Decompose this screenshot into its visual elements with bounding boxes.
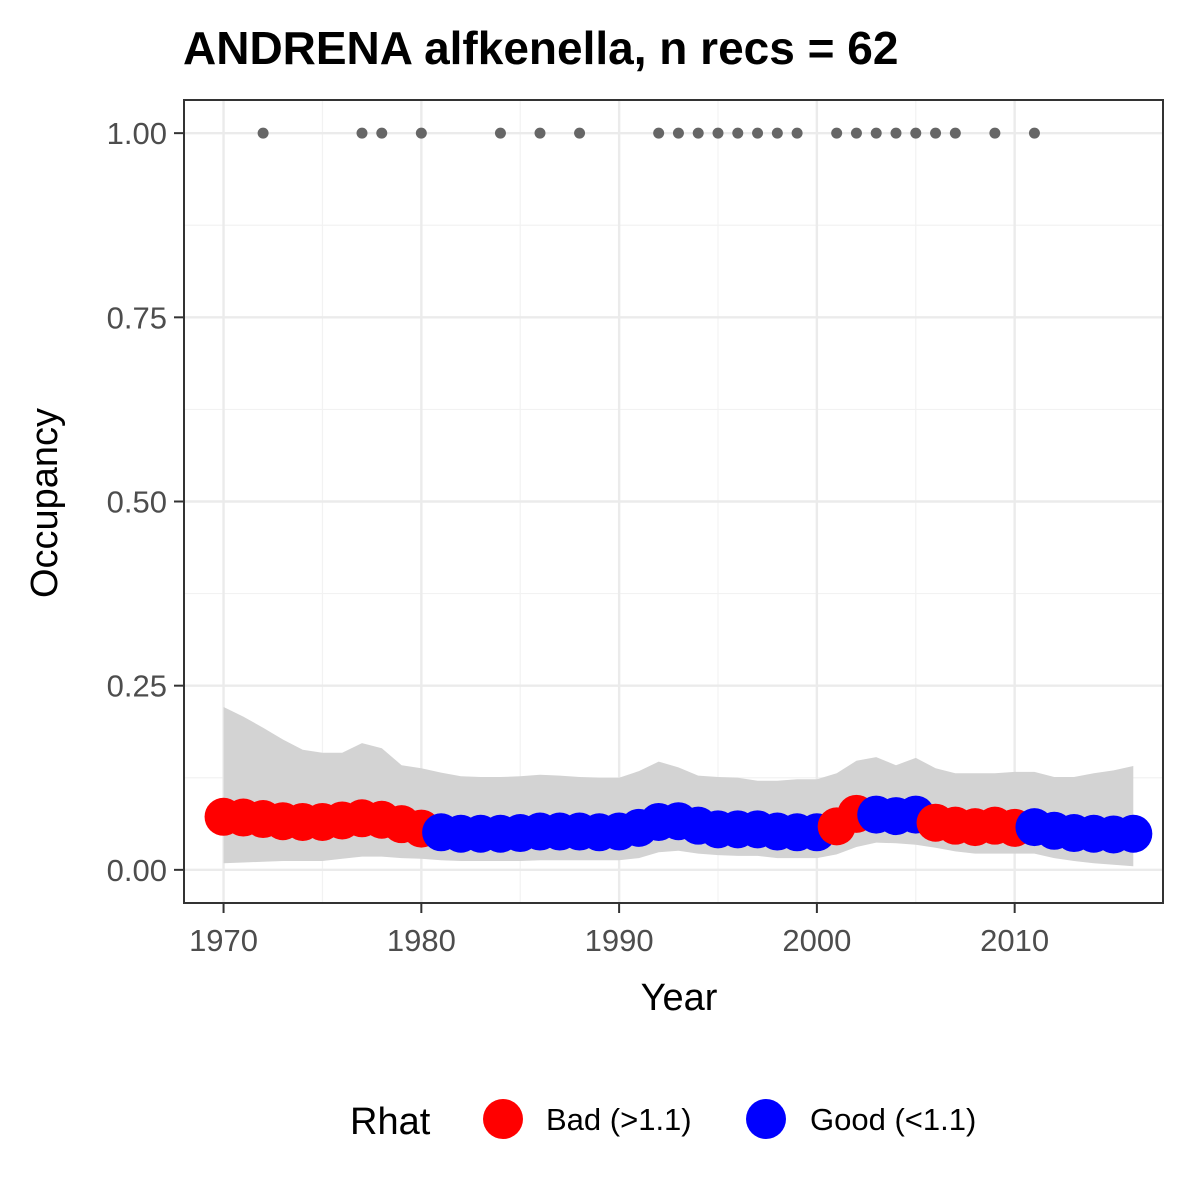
x-tick-label: 1980: [387, 923, 456, 958]
record-point: [949, 127, 961, 139]
x-axis: 1970 1980 1990 2000 2010: [189, 903, 1049, 958]
y-axis-title: Occupancy: [24, 408, 66, 598]
x-tick-label: 1970: [189, 923, 258, 958]
record-point: [831, 127, 843, 139]
record-point: [732, 127, 744, 139]
legend: Rhat Bad (>1.1) Good (<1.1): [350, 1099, 976, 1143]
y-tick-label: 0.75: [107, 300, 167, 335]
legend-title: Rhat: [350, 1101, 431, 1143]
x-tick-label: 2010: [980, 923, 1049, 958]
legend-label-good: Good (<1.1): [810, 1102, 976, 1137]
record-point: [850, 127, 862, 139]
record-point: [712, 127, 724, 139]
record-point: [653, 127, 665, 139]
y-tick-label: 0.50: [107, 485, 167, 520]
record-point: [494, 127, 506, 139]
record-point: [870, 127, 882, 139]
record-point: [910, 127, 922, 139]
legend-key-good: [746, 1099, 786, 1139]
records-layer: [257, 127, 1040, 139]
record-point: [771, 127, 783, 139]
record-point: [672, 127, 684, 139]
record-point: [376, 127, 388, 139]
x-tick-label: 1990: [585, 923, 654, 958]
record-point: [989, 127, 1001, 139]
record-point: [1028, 127, 1040, 139]
x-tick-label: 2000: [782, 923, 851, 958]
legend-label-bad: Bad (>1.1): [546, 1102, 692, 1137]
record-point: [257, 127, 269, 139]
x-axis-title: Year: [641, 977, 718, 1019]
grid-major: [184, 100, 1163, 903]
points-layer: [204, 794, 1153, 854]
y-tick-label: 1.00: [107, 116, 167, 151]
y-tick-label: 0.00: [107, 853, 167, 888]
y-axis: 0.00 0.25 0.50 0.75 1.00: [107, 116, 184, 888]
plot-panel: [183, 99, 1164, 904]
record-point: [930, 127, 942, 139]
record-point: [574, 127, 586, 139]
record-point: [752, 127, 764, 139]
occupancy-point: [1114, 814, 1153, 853]
record-point: [890, 127, 902, 139]
record-point: [356, 127, 368, 139]
chart-title: ANDRENA alfkenella, n recs = 62: [183, 22, 898, 74]
legend-key-bad: [483, 1099, 523, 1139]
y-tick-label: 0.25: [107, 669, 167, 704]
record-point: [692, 127, 704, 139]
record-point: [415, 127, 427, 139]
record-point: [791, 127, 803, 139]
record-point: [534, 127, 546, 139]
